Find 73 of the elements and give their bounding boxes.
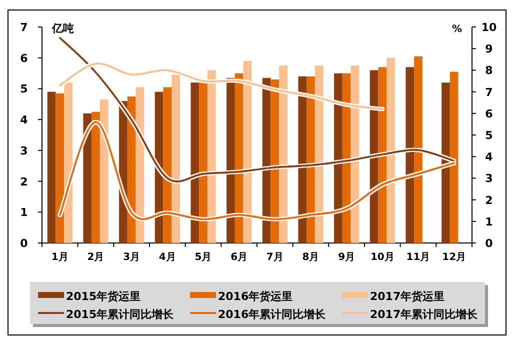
legend-label: 2016年累计同比增长	[218, 308, 327, 321]
bar	[314, 66, 324, 243]
bar	[370, 70, 378, 243]
bar	[386, 58, 395, 243]
x-tick-label: 7月	[266, 252, 284, 263]
bar	[56, 93, 64, 243]
x-tick-label: 8月	[302, 252, 320, 263]
y2-tick-label: 3	[485, 172, 493, 186]
y-tick-label: 6	[20, 52, 28, 65]
legend-label: 2016年货运里	[218, 290, 293, 303]
x-tick-label: 11月	[406, 252, 430, 263]
bar	[92, 112, 100, 243]
y2-tick-label: 6	[485, 107, 494, 120]
x-tick-label: 10月	[370, 252, 394, 263]
bar	[163, 87, 172, 243]
bar	[154, 92, 164, 243]
bar	[199, 81, 208, 243]
bar	[136, 87, 144, 243]
bar	[47, 92, 56, 243]
y-tick-label: 2	[20, 175, 28, 188]
y-tick-label: 3	[20, 144, 28, 158]
bar	[243, 60, 252, 243]
bar	[378, 67, 387, 243]
bar	[83, 113, 92, 243]
x-tick-label: 2月	[87, 252, 104, 263]
bar	[234, 73, 244, 243]
y2-tick-label: 9	[485, 42, 493, 56]
y-tick-label: 7	[20, 21, 28, 34]
y2-tick-label: 10	[481, 21, 497, 34]
bar	[119, 101, 128, 243]
y2-axis-title: %	[452, 24, 462, 35]
bar	[64, 82, 72, 243]
x-tick-label: 12月	[442, 252, 466, 263]
bar	[279, 66, 288, 243]
bar	[100, 100, 108, 243]
x-tick-label: 6月	[230, 252, 248, 263]
bar	[172, 74, 180, 243]
y2-tick-label: 5	[485, 129, 493, 142]
y2-tick-label: 8	[485, 64, 493, 78]
bar	[450, 72, 458, 243]
x-tick-label: 4月	[158, 252, 176, 263]
bar	[270, 79, 280, 243]
bar	[306, 76, 315, 243]
bar	[207, 70, 216, 243]
y-tick-label: 4	[20, 114, 28, 127]
y2-tick-label: 7	[485, 86, 493, 99]
x-tick-label: 9月	[338, 252, 356, 263]
y2-tick-label: 0	[485, 237, 494, 250]
y-tick-label: 5	[20, 82, 28, 96]
legend-label: 2017年累计同比增长	[370, 308, 479, 321]
bar	[414, 56, 422, 243]
x-tick-label: 1月	[51, 252, 68, 263]
legend-label: 2015年货运里	[66, 290, 141, 303]
legend-label: 2017年货运里	[370, 290, 445, 303]
x-tick-label: 5月	[194, 252, 212, 263]
y-axis-title: 亿吨	[51, 22, 74, 35]
bar	[127, 96, 136, 243]
bar	[190, 82, 200, 243]
y2-tick-label: 1	[485, 215, 493, 228]
bar	[442, 82, 450, 243]
y2-tick-label: 4	[485, 150, 494, 164]
bar	[350, 66, 360, 243]
bar	[262, 78, 271, 243]
y-tick-label: 1	[20, 206, 28, 220]
x-tick-label: 3月	[123, 252, 140, 263]
bar	[406, 67, 414, 243]
y2-tick-label: 2	[485, 194, 493, 207]
bar	[334, 73, 342, 243]
y-tick-label: 0	[20, 237, 28, 250]
legend-label: 2015年累计同比增长	[66, 308, 175, 321]
bar	[298, 76, 307, 243]
bar	[342, 73, 351, 243]
bar	[226, 78, 235, 243]
